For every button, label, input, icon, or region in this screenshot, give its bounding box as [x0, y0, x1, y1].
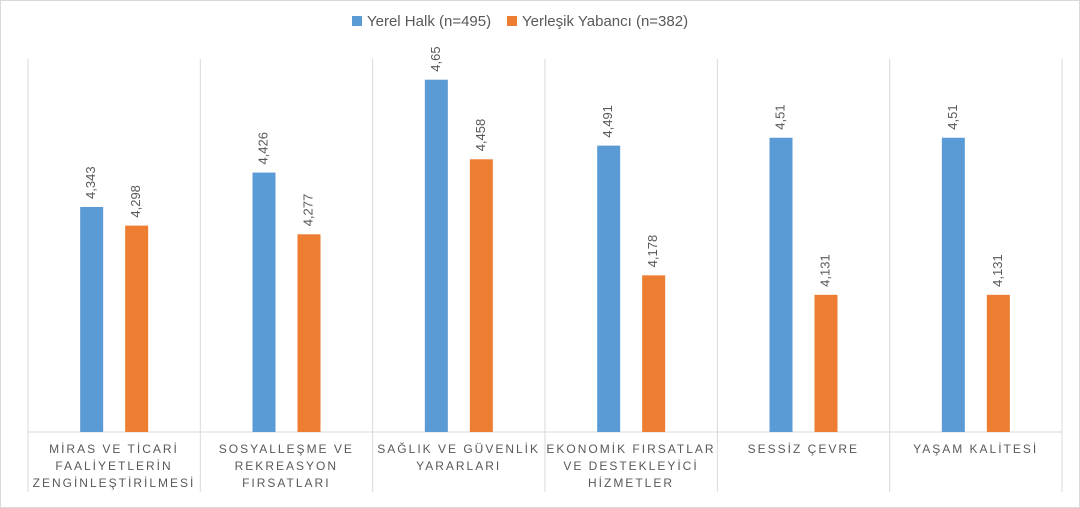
data-label: 4,65: [428, 46, 443, 71]
data-label: 4,458: [473, 119, 488, 152]
bar: [986, 294, 1010, 432]
data-label: 4,298: [128, 185, 143, 218]
data-label: 4,426: [255, 132, 270, 165]
bar: [769, 137, 793, 432]
bar: [125, 225, 149, 432]
data-label: 4,277: [300, 194, 315, 227]
data-label: 4,131: [817, 254, 832, 287]
data-label: 4,343: [83, 166, 98, 199]
x-tick-label: MİRAS VE TİCARİ FAALİYETLERİN ZENGİNLEŞT…: [32, 442, 196, 490]
bar: [814, 294, 838, 432]
x-tick-label: SESSİZ ÇEVRE: [747, 442, 859, 456]
data-label: 4,178: [645, 235, 660, 268]
legend-swatch: [507, 16, 517, 26]
legend-swatch: [352, 16, 362, 26]
bar: [80, 206, 104, 432]
bar: [642, 275, 666, 432]
data-label: 4,491: [600, 105, 615, 138]
bar: [941, 137, 965, 432]
data-label: 4,51: [945, 104, 960, 129]
bar: [469, 159, 493, 432]
x-tick-label: EKONOMİK FIRSATLAR VE DESTEKLEYİCİ HİZME…: [546, 442, 716, 490]
bar: [597, 145, 621, 432]
x-tick-label: SAĞLIK VE GÜVENLİK YARARLARI: [377, 442, 541, 473]
data-label: 4,131: [990, 254, 1005, 287]
bar: [297, 234, 321, 432]
x-tick-label: SOSYALLEŞME VE REKREASYON FIRSATLARI: [218, 442, 354, 490]
bar: [252, 172, 276, 432]
x-tick-label: YAŞAM KALİTESİ: [913, 442, 1039, 456]
bar: [424, 79, 448, 432]
legend-label: Yerleşik Yabancı (n=382): [522, 13, 688, 30]
legend-label: Yerel Halk (n=495): [367, 13, 491, 30]
data-label: 4,51: [772, 104, 787, 129]
